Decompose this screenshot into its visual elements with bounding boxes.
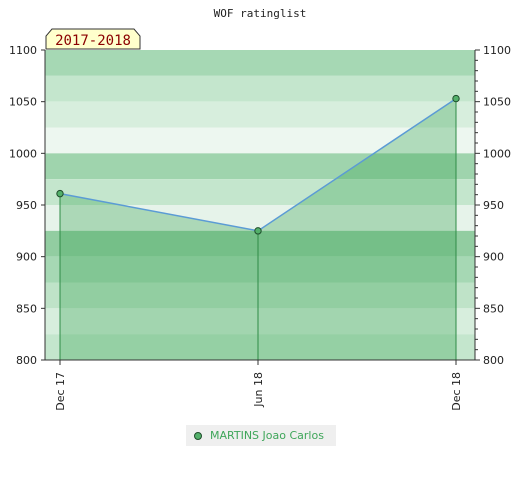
y-tick-label: 1000 [9,147,37,160]
y-tick-label: 1100 [9,44,37,57]
background-band [45,179,475,205]
background-band [45,127,475,154]
y-tick-label: 800 [16,354,37,367]
drop-lines [59,98,457,360]
y-right-tick-label: 850 [483,302,504,315]
x-tick-label: Dec 18 [450,372,463,411]
background-bands [45,50,475,360]
data-point[interactable] [452,94,460,103]
legend[interactable]: MARTINS Joao Carlos [186,425,336,446]
legend-marker-icon [194,431,202,440]
data-point[interactable] [254,227,262,235]
y-right-tick-label: 1000 [483,147,511,160]
y-right-tick-label: 1100 [483,44,511,57]
x-axis-ticks: Dec 17 Jun 18 Dec 18 [54,360,463,411]
background-band [45,75,475,102]
chart-title: WOF ratinglist [214,7,307,20]
y-right-tick-label: 950 [483,199,504,212]
y-right-tick-label: 1050 [483,96,511,109]
background-band [45,282,475,309]
period-badge: 2017-2018 [45,28,141,50]
background-band [45,205,475,231]
background-band [45,230,475,257]
y-axis-right-ticks: 800 850 900 950 1000 1050 1100 [475,44,511,367]
background-band [45,101,475,128]
y-axis-left-ticks: 800 850 900 950 1000 1050 1100 [9,44,45,367]
x-tick-label: Dec 17 [54,372,67,411]
y-tick-label: 900 [16,251,37,264]
y-right-tick-label: 900 [483,251,504,264]
period-badge-box [45,28,141,50]
data-point[interactable] [56,189,64,198]
y-tick-label: 950 [16,199,37,212]
y-right-tick-label: 800 [483,354,504,367]
series-area [60,98,456,361]
background-band [45,50,475,76]
y-tick-label: 1050 [9,96,37,109]
background-band [45,308,475,335]
x-tick-label: Jun 18 [252,372,265,408]
period-badge-label: 2017-2018 [55,33,131,49]
data-points [56,94,460,235]
background-band [45,334,475,360]
legend-series-label: MARTINS Joao Carlos [210,429,324,442]
background-band [45,256,475,283]
background-band [45,153,475,180]
y-tick-label: 850 [16,302,37,315]
series-area-layer [60,98,456,361]
